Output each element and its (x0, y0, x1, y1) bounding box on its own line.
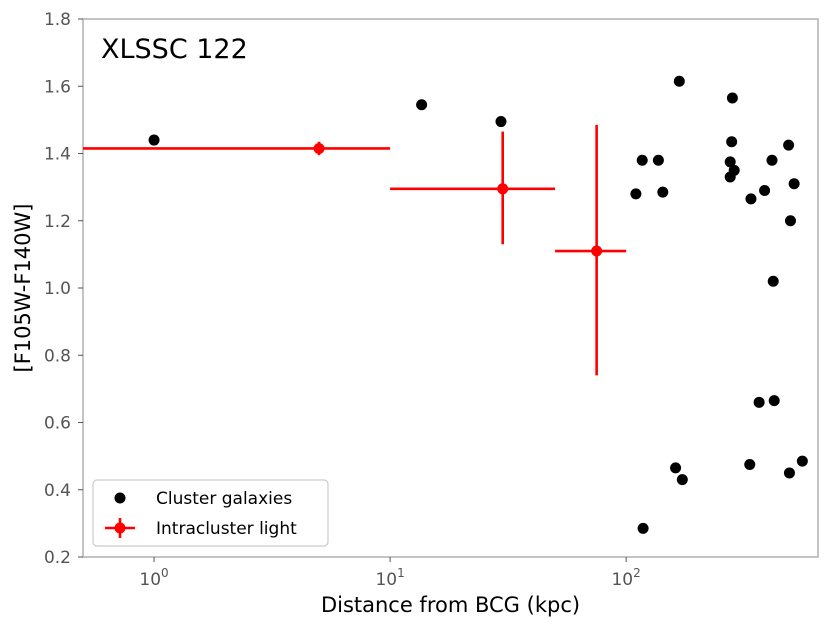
galaxy-point (670, 462, 682, 474)
legend-marker-cluster-galaxies (114, 492, 126, 504)
galaxy-point (753, 396, 765, 408)
galaxy-point (767, 275, 779, 287)
icl-marker (313, 142, 325, 154)
galaxy-point (783, 139, 795, 151)
galaxy-point (745, 193, 757, 205)
galaxy-point (784, 215, 796, 227)
x-axis-label: Distance from BCG (kpc) (321, 593, 580, 617)
galaxy-point (726, 136, 738, 148)
y-tick-label: 1.4 (44, 145, 71, 165)
galaxy-point (768, 395, 780, 407)
galaxy-point (416, 99, 428, 111)
y-tick-label: 1.0 (44, 279, 71, 299)
icl-marker (591, 245, 603, 257)
y-axis-ticks: 0.2 0.4 0.6 0.8 1.0 1.2 1.4 1.6 1.8 (44, 10, 83, 568)
galaxy-point (495, 116, 507, 128)
y-tick-label: 0.8 (44, 346, 71, 366)
galaxy-point (726, 92, 738, 104)
y-tick-label: 1.2 (44, 212, 71, 232)
galaxy-point (788, 178, 800, 190)
data-marks (83, 75, 808, 534)
galaxy-point (728, 164, 740, 176)
y-tick-label: 0.4 (44, 481, 71, 501)
galaxy-point (796, 455, 808, 467)
galaxy-point (657, 186, 669, 198)
y-axis-label: [F105W-F140W] (11, 204, 35, 373)
galaxy-point (744, 459, 756, 471)
y-tick-label: 1.8 (44, 10, 71, 30)
legend-marker-intracluster-light (105, 518, 135, 538)
legend: Cluster galaxies Intracluster light (92, 479, 329, 547)
icl-point (83, 141, 391, 156)
galaxy-point (636, 154, 648, 166)
icl-point (555, 124, 627, 376)
x-tick-label: 102 (611, 566, 640, 590)
icl-point (390, 131, 556, 245)
legend-label-intracluster-light: Intracluster light (156, 519, 297, 539)
y-tick-label: 0.6 (44, 414, 71, 434)
x-tick-label: 101 (375, 566, 404, 590)
galaxy-point (673, 75, 685, 87)
x-axis-ticks: 100 101 102 (139, 557, 641, 590)
y-tick-label: 1.6 (44, 77, 71, 97)
galaxy-point (759, 184, 771, 196)
galaxy-point (652, 154, 664, 166)
x-tick-label: 100 (139, 566, 168, 590)
galaxy-point (724, 156, 736, 168)
legend-box (92, 479, 329, 547)
legend-label-cluster-galaxies: Cluster galaxies (156, 489, 292, 509)
y-tick-label: 0.2 (44, 548, 71, 568)
plot-area (82, 18, 819, 558)
galaxy-point (637, 522, 649, 534)
galaxy-point (766, 154, 778, 166)
galaxy-point (630, 188, 642, 200)
plot-frame (82, 18, 819, 558)
chart-title: XLSSC 122 (101, 34, 248, 65)
legend-icl-marker (114, 522, 126, 534)
galaxy-point (676, 474, 688, 486)
icl-marker (497, 183, 509, 195)
galaxy-point (783, 467, 795, 479)
galaxy-point (148, 134, 160, 146)
